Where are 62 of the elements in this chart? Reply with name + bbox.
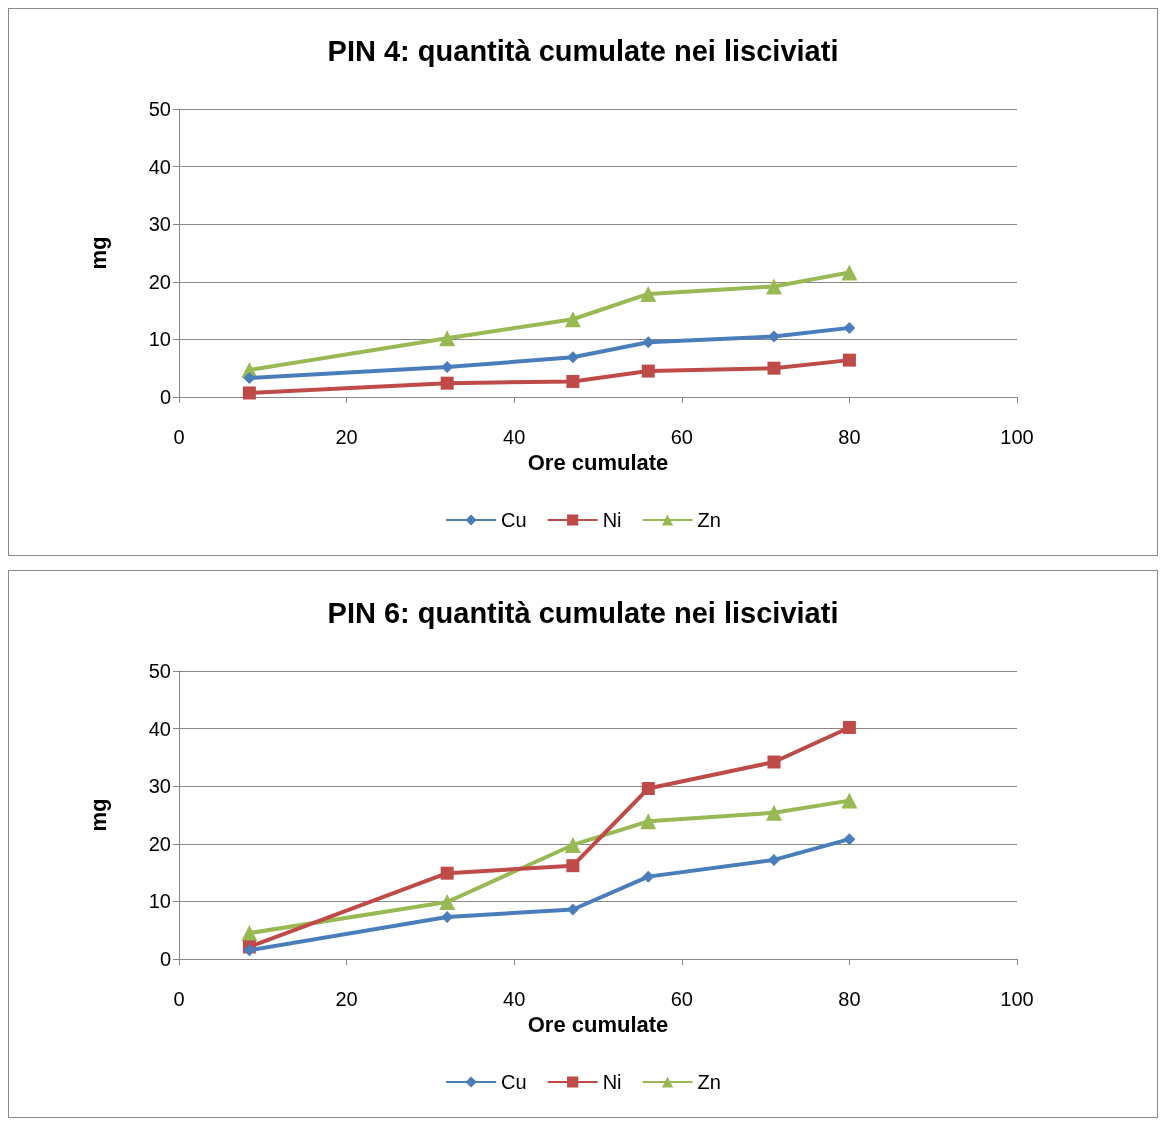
y-tick-label: 30	[148, 775, 171, 798]
point	[640, 285, 657, 302]
y-axis-title: mg	[85, 798, 111, 832]
point	[564, 311, 581, 328]
x-axis-title: Ore cumulate	[527, 1012, 669, 1038]
point	[564, 836, 581, 853]
x-tick-label: 0	[173, 426, 185, 448]
x-tick-label: 100	[1000, 426, 1034, 448]
y-tick-label: 50	[148, 660, 171, 682]
point	[439, 330, 456, 347]
y-axis-title: mg	[85, 236, 111, 270]
point	[642, 870, 655, 883]
legend-label: Zn	[697, 1071, 721, 1093]
legend-label: Cu	[501, 1071, 527, 1093]
chart-title: PIN 6: quantità cumulate nei lisciviati	[327, 596, 839, 629]
x-tick-label: 60	[670, 988, 693, 1010]
y-tick-label: 10	[148, 890, 171, 913]
x-tick-label: 80	[838, 426, 861, 448]
x-tick-label: 20	[335, 426, 358, 448]
point	[767, 361, 781, 375]
y-tick-label: 0	[159, 948, 171, 970]
x-tick-label: 60	[670, 426, 693, 448]
point	[641, 364, 655, 378]
legend-label: Cu	[501, 509, 527, 531]
y-tick-label: 0	[159, 386, 171, 408]
point	[765, 278, 782, 295]
point	[566, 859, 580, 873]
point	[842, 720, 856, 734]
legend-label: Ni	[602, 509, 622, 531]
x-tick-label: 100	[1000, 988, 1034, 1010]
x-tick-label: 0	[173, 988, 185, 1010]
point	[843, 321, 856, 334]
point	[641, 782, 655, 795]
y-tick-label: 20	[148, 270, 171, 293]
x-tick-label: 40	[503, 426, 526, 448]
point	[842, 353, 856, 367]
y-tick-label: 40	[148, 155, 171, 178]
x-tick-label: 80	[838, 988, 861, 1010]
y-tick-label: 50	[148, 98, 171, 120]
point	[841, 264, 858, 281]
chart-title: PIN 4: quantità cumulate nei lisciviati	[327, 34, 839, 67]
point	[439, 893, 456, 910]
point	[440, 376, 454, 390]
point	[843, 833, 856, 846]
x-axis-title: Ore cumulate	[527, 450, 669, 476]
y-tick-label: 10	[148, 328, 171, 351]
x-tick-label: 20	[335, 988, 358, 1010]
legend-label: Zn	[697, 509, 721, 531]
point	[242, 386, 256, 400]
legend-label: Ni	[602, 1071, 622, 1093]
y-tick-label: 40	[148, 717, 171, 740]
y-tick-label: 30	[148, 213, 171, 236]
point	[765, 804, 782, 821]
point	[440, 866, 454, 880]
y-tick-label: 20	[148, 832, 171, 855]
point	[841, 792, 858, 809]
point	[640, 813, 657, 830]
x-tick-label: 40	[503, 988, 526, 1010]
point	[767, 755, 781, 769]
point	[243, 944, 256, 957]
point	[241, 925, 258, 942]
point	[566, 374, 580, 388]
